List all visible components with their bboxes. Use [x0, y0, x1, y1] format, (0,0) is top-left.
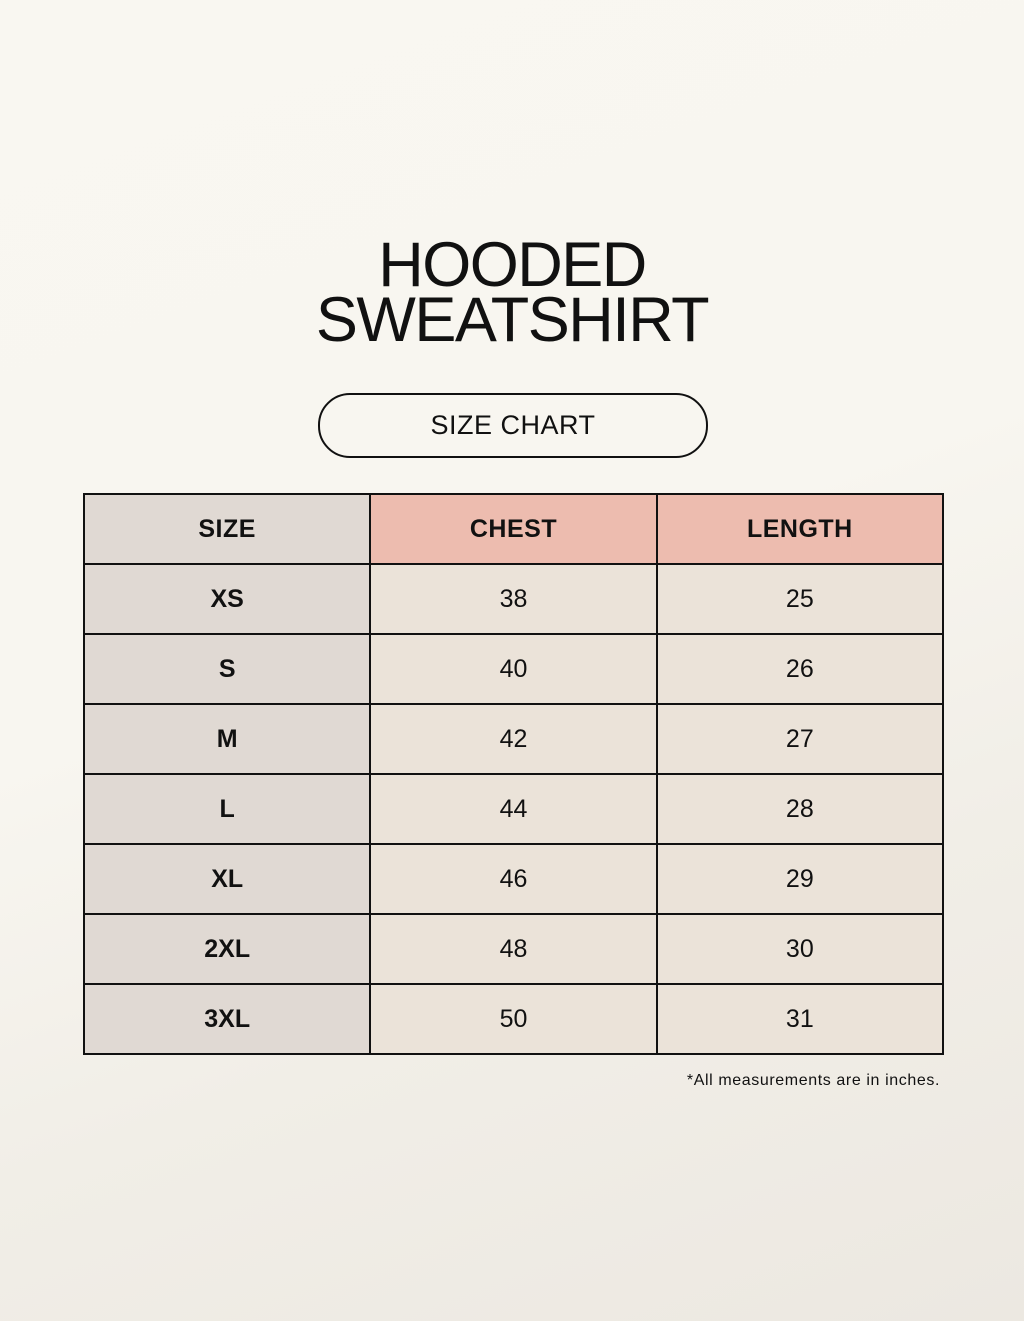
size-cell: 3XL	[82, 983, 372, 1055]
chest-cell: 44	[369, 773, 658, 845]
title-line-2: SWEATSHIRT	[315, 285, 710, 355]
chest-cell: 46	[369, 843, 658, 915]
chest-cell: 48	[369, 913, 658, 985]
page-title: HOODED SWEATSHIRT	[0, 230, 1024, 355]
size-table: SIZE CHEST LENGTH XS 38 25 S 40 26 M 42 27 L 44 28 X…	[82, 493, 945, 1055]
chest-cell: 40	[369, 633, 658, 705]
table-row: XS 38 25	[82, 563, 945, 635]
length-cell: 28	[655, 773, 945, 845]
size-chart-badge: SIZE CHART	[318, 393, 708, 458]
size-chart-label: SIZE CHART	[430, 410, 596, 440]
table-row: S 40 26	[82, 633, 945, 705]
header-chest: CHEST	[369, 493, 658, 565]
size-cell: XS	[82, 563, 372, 635]
length-cell: 30	[655, 913, 945, 985]
table-row: XL 46 29	[82, 843, 945, 915]
size-cell: 2XL	[82, 913, 372, 985]
size-cell: XL	[82, 843, 372, 915]
table-row: 3XL 50 31	[82, 983, 945, 1055]
title-line-1: HOODED	[378, 230, 647, 300]
header-size: SIZE	[82, 493, 372, 565]
size-cell: S	[82, 633, 372, 705]
length-cell: 31	[655, 983, 945, 1055]
size-cell: L	[82, 773, 372, 845]
table-row: 2XL 48 30	[82, 913, 945, 985]
chest-cell: 42	[369, 703, 658, 775]
length-cell: 29	[655, 843, 945, 915]
length-cell: 27	[655, 703, 945, 775]
length-cell: 26	[655, 633, 945, 705]
size-cell: M	[82, 703, 372, 775]
chest-cell: 38	[369, 563, 658, 635]
measurement-note: *All measurements are in inches.	[686, 1072, 940, 1089]
table-row: L 44 28	[82, 773, 945, 845]
length-cell: 25	[655, 563, 945, 635]
chest-cell: 50	[369, 983, 658, 1055]
table-header-row: SIZE CHEST LENGTH	[82, 493, 945, 565]
table-row: M 42 27	[82, 703, 945, 775]
header-length: LENGTH	[655, 493, 945, 565]
